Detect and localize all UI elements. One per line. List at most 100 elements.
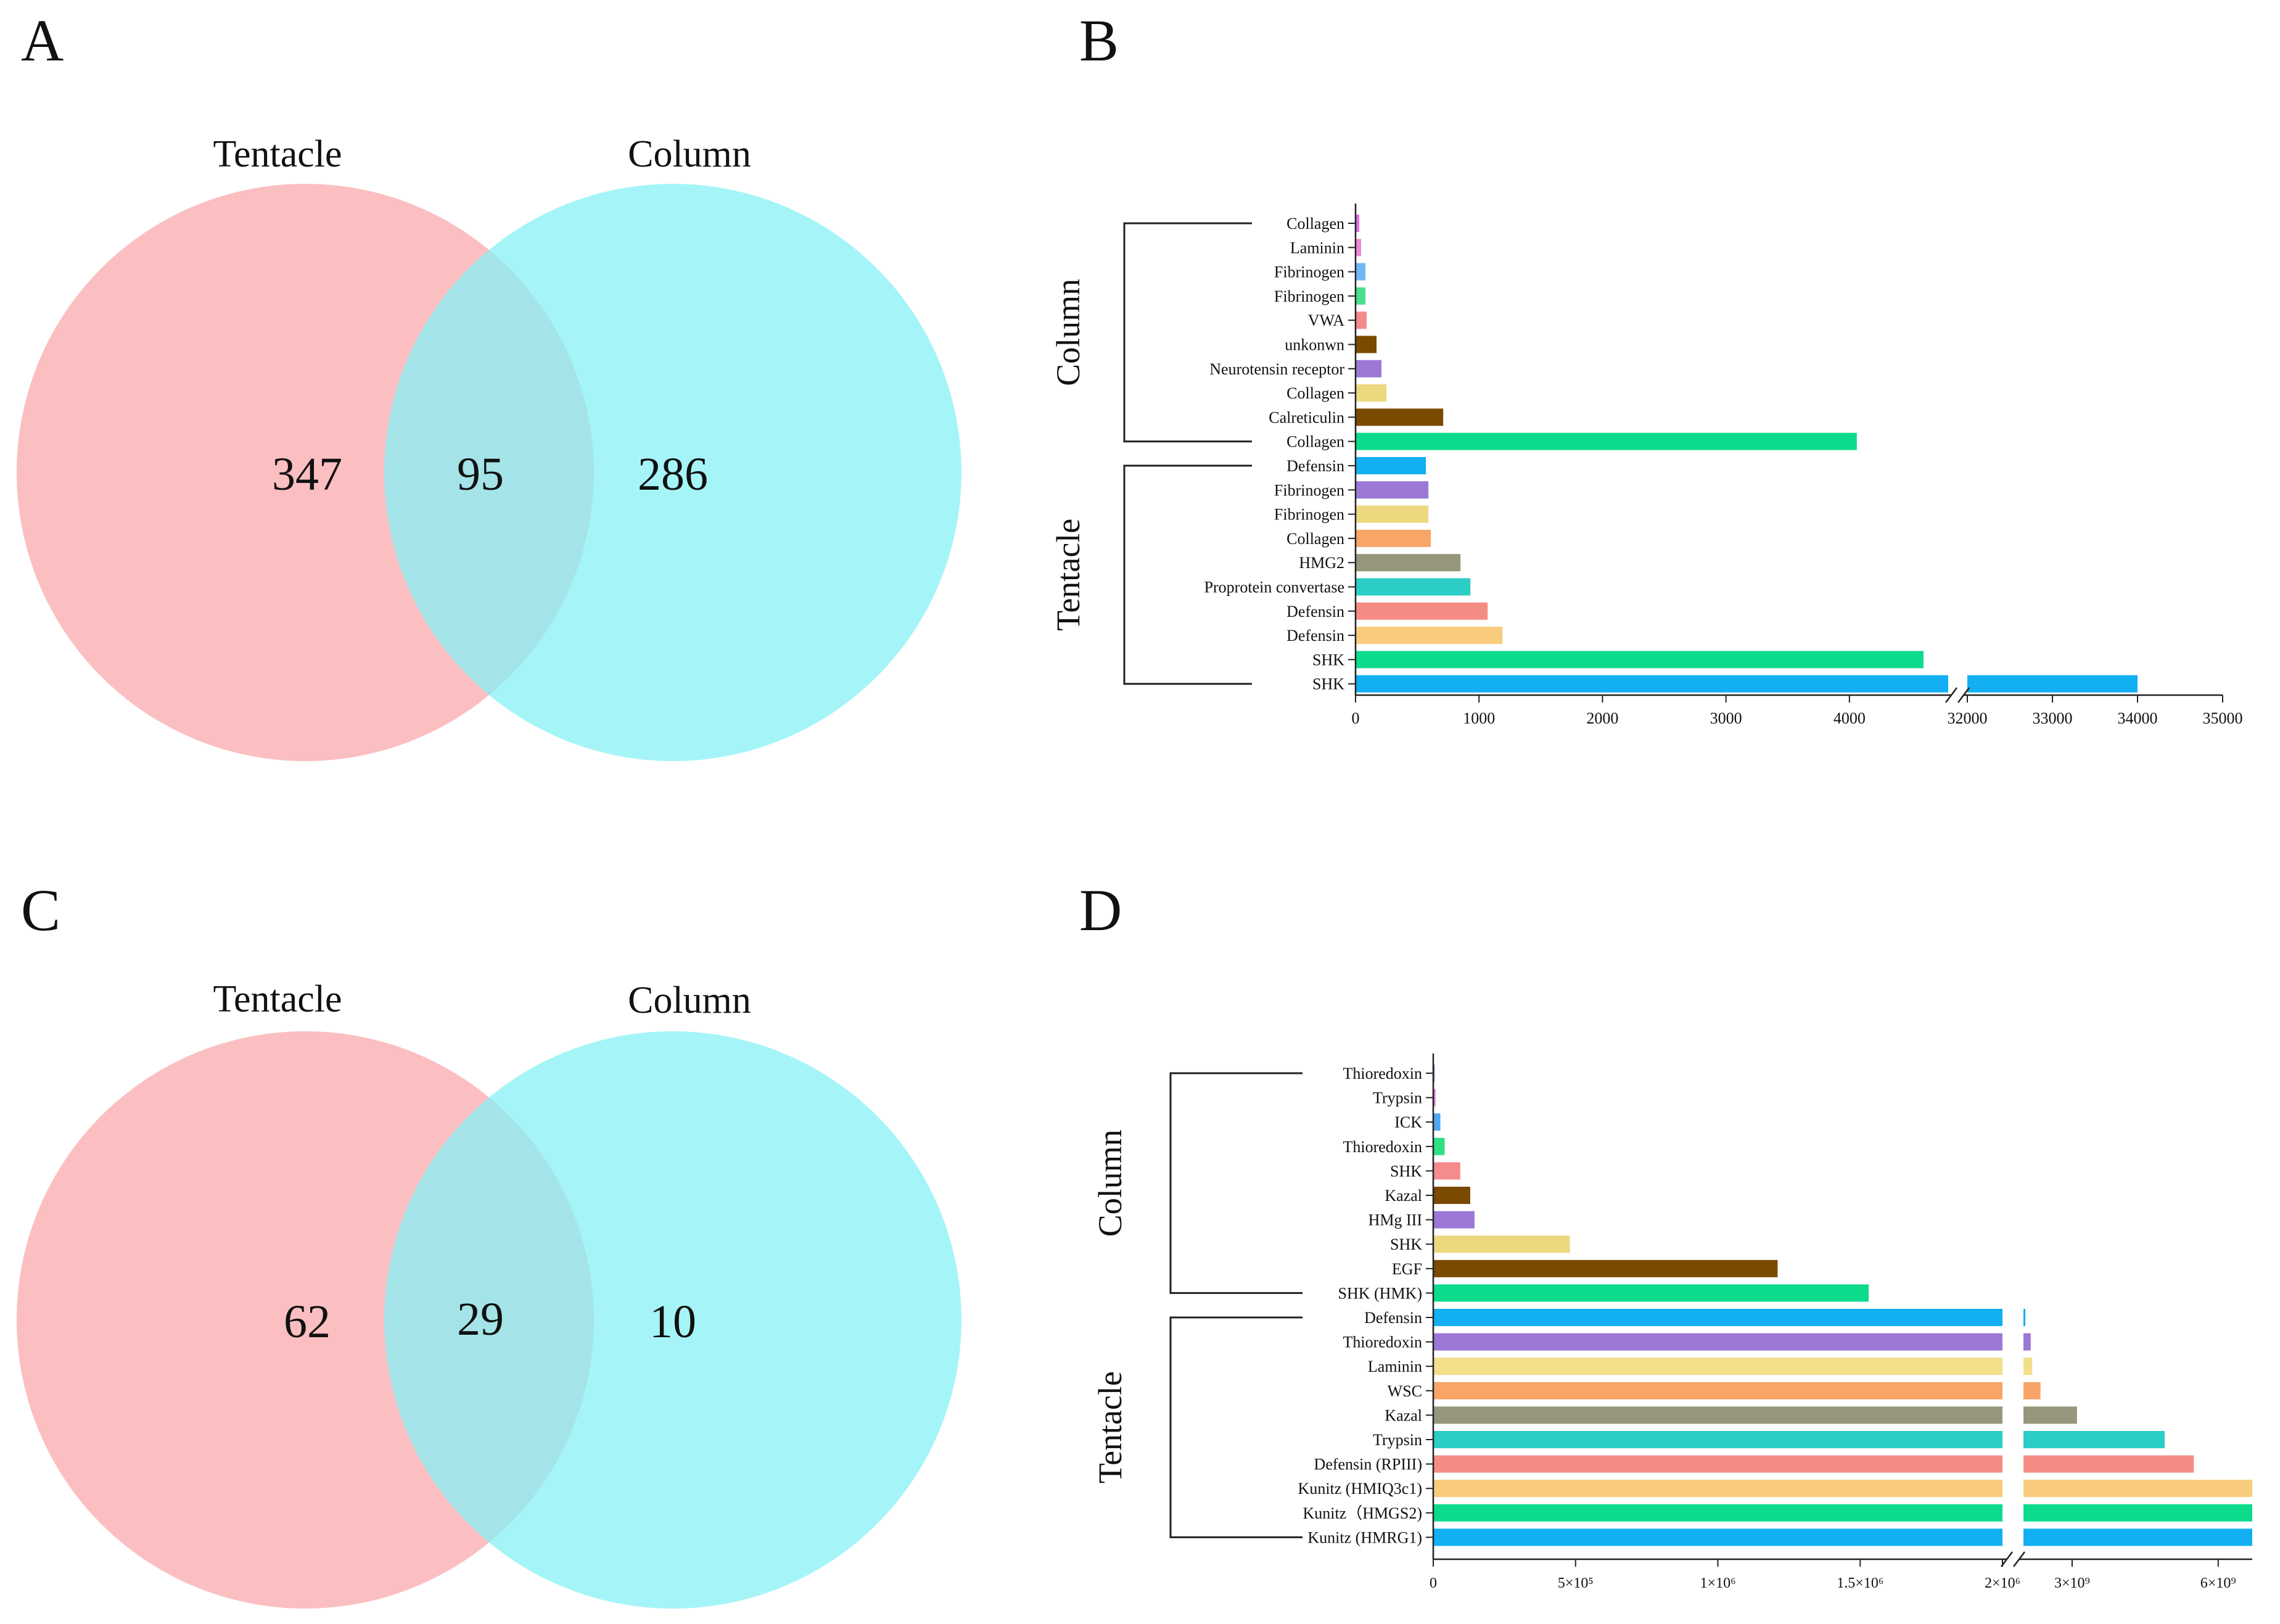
- category-label-b-1: Laminin: [1290, 239, 1344, 257]
- bar-d-15: [1433, 1431, 2002, 1448]
- category-label-d-13: WSC: [1388, 1382, 1422, 1400]
- venn-a-tentacle-label: Tentacle: [213, 133, 342, 175]
- bar-b-18: [1356, 651, 1924, 669]
- bar-d-4: [1433, 1162, 1460, 1180]
- bar-b-15: [1356, 578, 1471, 596]
- bar-d-17-broken: [2023, 1480, 2252, 1498]
- bar-b-9: [1356, 432, 1857, 450]
- axis-break-mark-b-1: [1957, 687, 1970, 703]
- bar-d-8: [1433, 1259, 1778, 1277]
- bar-d-17: [1433, 1480, 2002, 1498]
- category-label-d-19: Kunitz (HMRG1): [1307, 1528, 1422, 1546]
- bar-b-3: [1356, 287, 1366, 305]
- bar-b-10: [1356, 457, 1426, 474]
- venn-a-column-count: 286: [638, 448, 708, 500]
- xtick-label-b-2: 2000: [1586, 709, 1618, 727]
- bar-d-11: [1433, 1333, 2002, 1351]
- category-label-b-14: HMG2: [1299, 554, 1344, 572]
- bar-b-2: [1356, 263, 1366, 281]
- category-label-b-10: Defensin: [1286, 457, 1344, 475]
- category-label-b-0: Collagen: [1286, 215, 1344, 233]
- group-bracket-b-0: [1123, 222, 1252, 443]
- category-label-b-9: Collagen: [1286, 433, 1344, 451]
- bar-d-18: [1433, 1504, 2002, 1522]
- category-label-b-4: VWA: [1308, 311, 1344, 329]
- chart-d: D Thioredoxin Trypsin ICK Thioredoxin SHK Kaz…: [1079, 877, 2252, 1591]
- bar-d-16-broken: [2023, 1455, 2194, 1473]
- bar-d-15-broken: [2023, 1431, 2165, 1448]
- bar-d-13-broken: [2023, 1382, 2041, 1399]
- xtick-label-b-7: 34000: [2118, 709, 2158, 727]
- category-label-b-18: SHK: [1312, 651, 1344, 669]
- bar-b-16: [1356, 602, 1488, 620]
- venn-c-column-count: 10: [649, 1296, 696, 1348]
- category-label-b-16: Defensin: [1286, 603, 1344, 620]
- category-label-d-16: Defensin (RPIII): [1314, 1456, 1422, 1474]
- bar-b-7: [1356, 384, 1387, 402]
- venn-c-tentacle-label: Tentacle: [213, 978, 342, 1020]
- axis-break-mark-d-1: [2013, 1551, 2025, 1567]
- category-label-d-15: Trypsin: [1373, 1431, 1422, 1449]
- venn-c-column-label: Column: [628, 979, 751, 1021]
- category-label-d-7: SHK: [1390, 1235, 1422, 1253]
- xtick-label-b-4: 4000: [1833, 709, 1866, 727]
- venn-a-tentacle-count: 347: [272, 448, 342, 500]
- panel-label-a: A: [21, 7, 64, 73]
- bar-d-10: [1433, 1309, 2002, 1326]
- category-label-d-12: Laminin: [1368, 1358, 1422, 1375]
- bar-d-14: [1433, 1406, 2002, 1424]
- venn-c-column-circle: [384, 1031, 961, 1609]
- bar-b-19-broken: [1967, 675, 2138, 693]
- group-bracket-d-1: [1169, 1316, 1303, 1538]
- category-label-b-7: Collagen: [1286, 384, 1344, 402]
- bar-d-2: [1433, 1113, 1441, 1131]
- xtick-label-d-1: 5×10⁵: [1558, 1575, 1594, 1591]
- bar-b-19: [1356, 675, 1948, 693]
- xtick-label-d-5: 3×10⁹: [2054, 1575, 2090, 1591]
- bar-d-11-broken: [2023, 1333, 2031, 1351]
- bar-b-1: [1356, 239, 1362, 257]
- bar-d-12-broken: [2023, 1358, 2033, 1375]
- category-label-b-2: Fibrinogen: [1274, 263, 1344, 281]
- bar-d-5: [1433, 1187, 1470, 1204]
- bar-d-9: [1433, 1284, 1869, 1302]
- bar-b-17: [1356, 627, 1503, 645]
- group-bracket-b-1: [1123, 464, 1252, 685]
- category-label-b-19: SHK: [1312, 675, 1344, 693]
- group-label-d-0: Column: [1092, 1129, 1129, 1237]
- group-label-d-1: Tentacle: [1092, 1371, 1129, 1483]
- panel-label-b: B: [1079, 7, 1119, 73]
- venn-c: C Tentacle Column 62 29 10: [17, 877, 961, 1609]
- category-label-d-18: Kunitz（HMGS2): [1303, 1504, 1422, 1522]
- category-label-b-8: Calreticulin: [1269, 408, 1344, 426]
- category-label-d-2: ICK: [1394, 1113, 1422, 1131]
- category-label-d-4: SHK: [1390, 1162, 1422, 1180]
- category-label-d-10: Defensin: [1364, 1309, 1422, 1327]
- bar-d-16: [1433, 1455, 2002, 1473]
- category-label-d-17: Kunitz (HMIQ3c1): [1298, 1480, 1422, 1498]
- category-label-d-1: Trypsin: [1373, 1089, 1422, 1107]
- xtick-label-d-2: 1×10⁶: [1700, 1575, 1736, 1591]
- bar-d-13: [1433, 1382, 2002, 1399]
- bar-b-14: [1356, 554, 1461, 572]
- bar-b-5: [1356, 336, 1377, 353]
- category-label-b-3: Fibrinogen: [1274, 287, 1344, 305]
- category-label-d-0: Thioredoxin: [1343, 1065, 1422, 1082]
- category-label-b-12: Fibrinogen: [1274, 506, 1344, 524]
- category-label-d-8: EGF: [1392, 1260, 1422, 1278]
- xtick-label-d-6: 6×10⁹: [2200, 1575, 2236, 1591]
- bar-d-7: [1433, 1235, 1570, 1253]
- bar-d-14-broken: [2023, 1406, 2077, 1424]
- category-label-b-13: Collagen: [1286, 530, 1344, 548]
- bar-b-6: [1356, 360, 1382, 377]
- bar-b-12: [1356, 505, 1429, 523]
- group-label-b-0: Column: [1050, 279, 1087, 386]
- bar-d-12: [1433, 1358, 2002, 1375]
- chart-d-plot: Thioredoxin Trypsin ICK Thioredoxin SHK Kazal…: [1092, 1053, 2252, 1591]
- category-label-d-5: Kazal: [1385, 1187, 1422, 1205]
- xtick-label-d-4: 2×10⁶: [1985, 1575, 2020, 1591]
- bar-b-0: [1356, 215, 1360, 232]
- xtick-label-b-5: 32000: [1948, 709, 1988, 727]
- venn-c-tentacle-count: 62: [284, 1296, 331, 1348]
